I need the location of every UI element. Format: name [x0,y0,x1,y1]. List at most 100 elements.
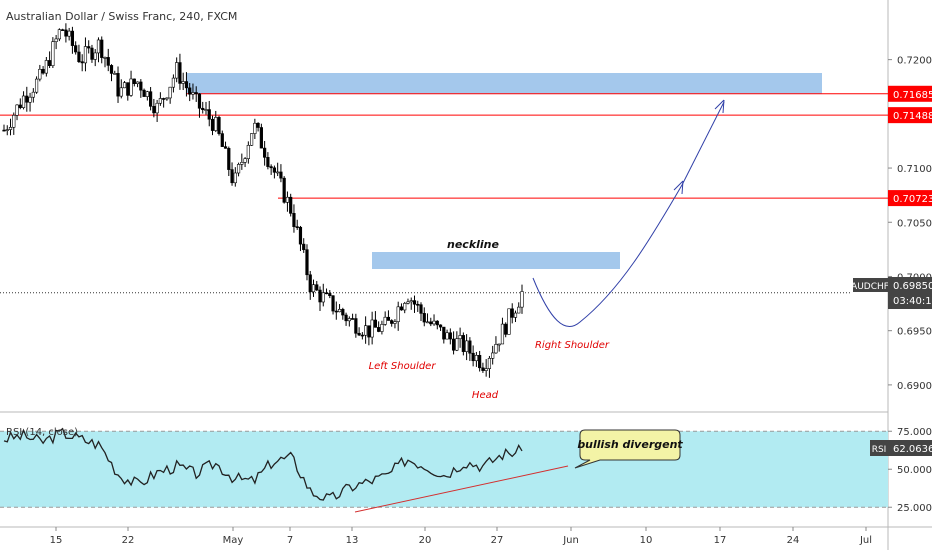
candle-body [396,306,400,322]
candle-body [126,82,130,96]
rsi-tick-label: 25.0000 [897,503,932,514]
candle-body [383,316,387,325]
candle-body [178,62,182,84]
level-tag-label: 0.70723 [893,194,932,205]
candle-body [520,291,524,308]
candle-body [103,57,107,59]
rsi-band [0,431,888,508]
candle-body [243,158,247,163]
time-tick-label: 27 [491,535,504,546]
rsi-value-tag [888,440,932,456]
right-shoulder-label: Right Shoulder [535,340,610,351]
candle-body [181,81,185,84]
candle-body [214,117,218,131]
candle-body [207,109,211,120]
candle-body [93,52,97,60]
candle-body [61,29,65,31]
candle-body [360,334,364,337]
candle-body [116,73,120,97]
candle-body [227,148,231,170]
candle-body [132,78,136,84]
candle-body [25,95,29,103]
candle-body [113,73,117,75]
candle-body [263,147,267,158]
candle-body [302,243,306,250]
candle-body [445,332,449,340]
candle-body [425,321,430,324]
candlesticks [2,23,524,378]
candle-body [318,289,322,303]
candle-body [350,318,355,320]
candle-body [517,306,521,314]
candle-body [478,355,482,369]
level-lines [0,93,888,199]
candle-body [315,284,319,291]
projection-segment [681,101,725,186]
candle-body [18,104,22,108]
candle-body [298,226,303,245]
candle-body [28,96,32,103]
candle-body [155,102,159,114]
candle-body [168,86,172,99]
time-tick-label: 17 [714,535,727,546]
candle-body [21,95,26,108]
candle-body [184,81,189,89]
candle-body [370,319,374,338]
candle-body [393,321,397,324]
candle-body [152,106,156,114]
candle-body [331,295,335,312]
candle-body [429,321,433,325]
candle-body [481,367,485,371]
candle-body [44,60,48,74]
candle-body [266,157,270,167]
candle-body [438,324,443,328]
candle-body [513,312,518,318]
candle-body [507,308,511,335]
candle-body [367,325,371,338]
time-tick-label: 22 [122,535,135,546]
candle-body [96,39,101,54]
candle-body [70,30,75,46]
candle-body [416,303,420,306]
candle-body [230,169,234,184]
candle-body [448,332,452,340]
candle-body [188,87,192,95]
candle-body [510,308,514,318]
candle-body [80,61,84,64]
candle-body [223,146,228,149]
candle-body [175,62,179,79]
candle-body [422,313,426,323]
candle-body [5,129,9,131]
time-axis[interactable]: 15 22 May 7 13 20 27 Jun 10 17 24 Jul [50,527,872,546]
rsi-tick-label: 75.0000 [897,427,932,438]
level-tag [888,190,932,207]
candle-body [204,109,208,111]
neckline-zone[interactable] [372,252,620,269]
divergence-line [354,465,569,513]
candle-body [386,316,391,321]
candle-body [8,126,13,130]
resistance-zone[interactable] [186,73,822,94]
candle-body [259,127,263,149]
time-tick-label: 10 [640,535,653,546]
rsi-axis[interactable]: 75.0000 50.0000 25.0000 [888,427,932,514]
candle-body [491,352,495,359]
rsi-symbol-tag [870,440,888,456]
candle-body [324,292,329,295]
candle-body [399,306,404,311]
candle-body [311,284,316,293]
candle-body [122,82,127,89]
candle-body [305,249,309,276]
candle-body [100,39,104,58]
candle-body [220,133,224,147]
price-tag [888,277,932,309]
candle-body [458,335,462,340]
candle-body [409,300,413,303]
projection-path [532,184,683,327]
candle-body [135,81,140,84]
projection-arrowhead-2 [714,99,725,114]
candle-body [158,98,162,104]
